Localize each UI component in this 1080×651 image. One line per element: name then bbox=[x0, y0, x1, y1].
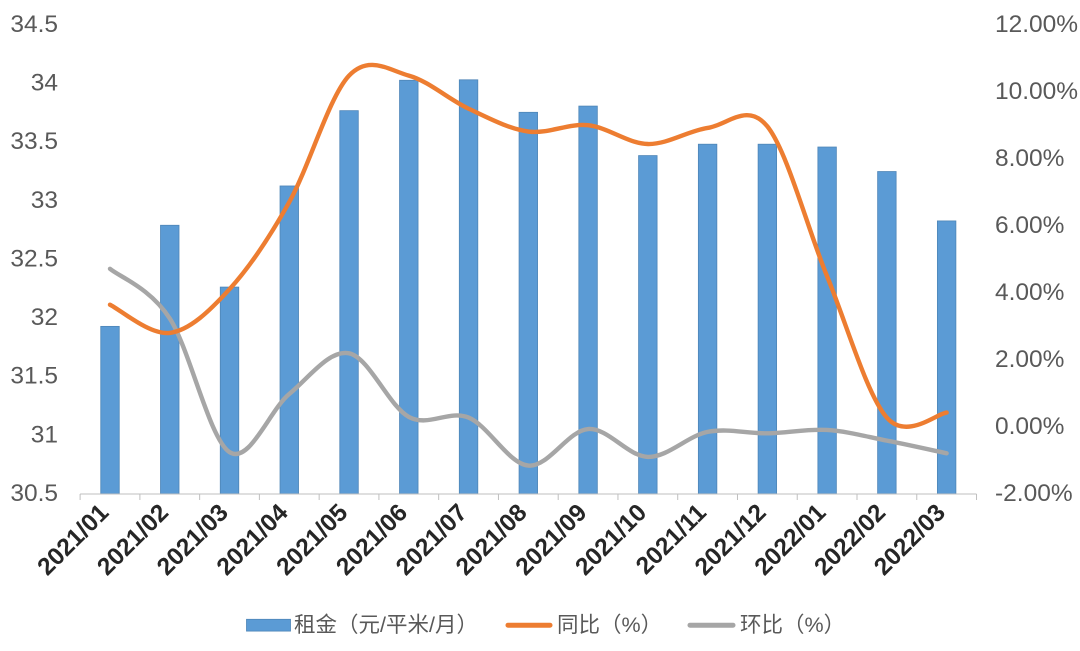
svg-text:环比（%）: 环比（%） bbox=[740, 613, 845, 637]
svg-text:租金（元/平米/月）: 租金（元/平米/月） bbox=[294, 613, 478, 637]
svg-text:32: 32 bbox=[31, 304, 58, 331]
svg-text:34.5: 34.5 bbox=[10, 11, 58, 38]
svg-text:8.00%: 8.00% bbox=[995, 145, 1064, 172]
svg-text:12.00%: 12.00% bbox=[995, 11, 1078, 38]
svg-text:33: 33 bbox=[31, 187, 58, 214]
svg-text:30.5: 30.5 bbox=[10, 480, 58, 507]
svg-text:4.00%: 4.00% bbox=[995, 279, 1064, 306]
svg-text:同比（%）: 同比（%） bbox=[557, 613, 662, 637]
svg-text:10.00%: 10.00% bbox=[995, 78, 1078, 105]
svg-text:32.5: 32.5 bbox=[10, 245, 58, 272]
svg-text:31.5: 31.5 bbox=[10, 363, 58, 390]
svg-text:2.00%: 2.00% bbox=[995, 346, 1064, 373]
svg-text:33.5: 33.5 bbox=[10, 128, 58, 155]
svg-text:31: 31 bbox=[31, 421, 58, 448]
svg-text:-2.00%: -2.00% bbox=[995, 480, 1073, 507]
svg-text:34: 34 bbox=[31, 69, 58, 96]
svg-text:0.00%: 0.00% bbox=[995, 413, 1064, 440]
svg-text:6.00%: 6.00% bbox=[995, 212, 1064, 239]
